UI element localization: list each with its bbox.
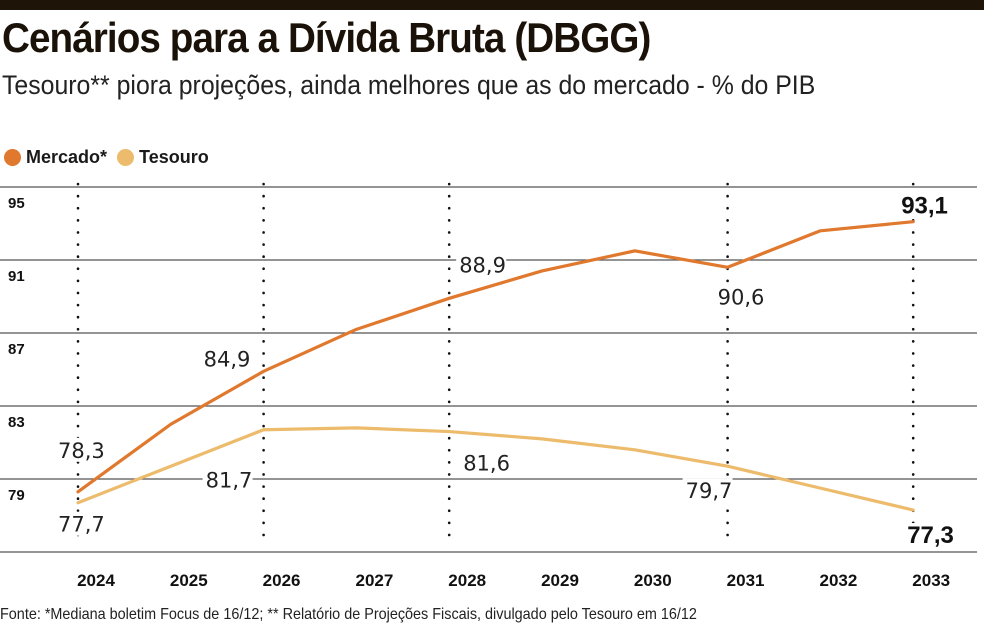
data-label-bg (456, 252, 507, 277)
legend-dot-tesouro-icon (117, 149, 135, 166)
data-label: 93,1 (901, 193, 948, 220)
x-tick-label: 2028 (448, 571, 486, 590)
data-label-bg (898, 193, 955, 218)
x-tick-label: 2025 (170, 571, 208, 590)
data-label: 79,7 (686, 479, 733, 503)
x-tick-label: 2029 (541, 571, 579, 590)
data-label: 77,3 (907, 522, 954, 549)
legend-dot-mercado-icon (4, 149, 21, 166)
data-label: 84,9 (204, 347, 251, 371)
legend: Mercado* Tesouro (4, 147, 209, 168)
data-label: 81,6 (463, 452, 510, 476)
series-line-tesouro (76, 426, 915, 512)
y-tick-label: 95 (8, 195, 25, 212)
x-tick-label: 2032 (819, 571, 857, 590)
legend-item-mercado: Mercado* (4, 147, 107, 168)
x-tick-label: 2024 (77, 571, 115, 590)
y-tick-label: 79 (8, 487, 25, 504)
x-tick-label: 2031 (727, 571, 765, 590)
x-tick-label: 2030 (634, 571, 672, 590)
data-label-bg (904, 523, 961, 548)
legend-label-tesouro: Tesouro (139, 147, 209, 167)
data-label: 77,7 (58, 513, 105, 537)
y-tick-label: 87 (8, 341, 25, 358)
x-tick-label: 2033 (912, 571, 950, 590)
data-label-bg (55, 437, 105, 462)
x-tick-label: 2027 (355, 571, 393, 590)
data-label: 90,6 (718, 285, 765, 309)
data-label-bg (714, 284, 765, 309)
legend-item-tesouro: Tesouro (117, 147, 209, 168)
chart-title: Cenários para a Dívida Bruta (DBGG) (2, 14, 651, 61)
x-tick-label: 2026 (263, 571, 301, 590)
data-label-bg (460, 450, 511, 475)
data-label: 81,7 (206, 469, 253, 493)
data-label-bg (55, 511, 105, 536)
data-label: 78,3 (58, 439, 105, 463)
y-tick-label: 83 (8, 414, 25, 431)
data-label-bg (682, 478, 733, 503)
data-label-bg (202, 467, 253, 492)
series-line-mercado (76, 220, 915, 494)
data-label: 88,9 (459, 253, 506, 277)
source-note: Fonte: *Mediana boletim Focus de 16/12; … (0, 606, 697, 623)
data-label-bg (200, 346, 251, 371)
chart-subtitle: Tesouro** piora projeções, ainda melhore… (2, 70, 816, 100)
top-bar (0, 0, 984, 10)
legend-label-mercado: Mercado* (26, 147, 108, 167)
y-tick-label: 91 (8, 268, 25, 285)
